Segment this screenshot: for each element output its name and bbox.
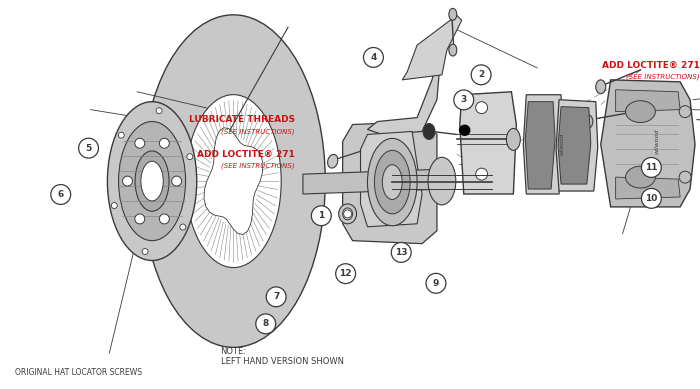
Ellipse shape bbox=[449, 9, 457, 20]
Circle shape bbox=[256, 314, 276, 334]
Polygon shape bbox=[524, 95, 563, 194]
Ellipse shape bbox=[626, 101, 655, 123]
Ellipse shape bbox=[135, 151, 169, 211]
Ellipse shape bbox=[382, 165, 402, 200]
Polygon shape bbox=[368, 40, 442, 135]
Text: 13: 13 bbox=[395, 248, 407, 257]
Text: ADD LOCTITE® 271: ADD LOCTITE® 271 bbox=[197, 150, 295, 159]
Ellipse shape bbox=[118, 121, 186, 241]
Polygon shape bbox=[558, 107, 591, 184]
Ellipse shape bbox=[626, 166, 655, 188]
Circle shape bbox=[679, 106, 691, 117]
Ellipse shape bbox=[423, 124, 435, 139]
Text: 1: 1 bbox=[318, 211, 324, 220]
Polygon shape bbox=[303, 169, 447, 194]
Text: 10: 10 bbox=[645, 194, 657, 203]
Ellipse shape bbox=[374, 150, 410, 214]
Polygon shape bbox=[615, 177, 680, 199]
Text: 7: 7 bbox=[273, 292, 279, 301]
Circle shape bbox=[344, 210, 351, 218]
Polygon shape bbox=[460, 92, 517, 194]
Ellipse shape bbox=[186, 95, 281, 268]
Text: (SEE INSTRUCTIONS): (SEE INSTRUCTIONS) bbox=[221, 163, 295, 170]
Circle shape bbox=[122, 176, 132, 186]
Text: ●: ● bbox=[457, 122, 470, 137]
Ellipse shape bbox=[368, 138, 417, 226]
Circle shape bbox=[426, 273, 446, 293]
Text: NOTE:
LEFT HAND VERSION SHOWN: NOTE: LEFT HAND VERSION SHOWN bbox=[220, 347, 344, 366]
Polygon shape bbox=[204, 128, 263, 235]
Text: 12: 12 bbox=[340, 269, 352, 278]
Text: ADD LOCTITE® 271: ADD LOCTITE® 271 bbox=[602, 60, 700, 70]
Polygon shape bbox=[601, 80, 695, 207]
Circle shape bbox=[363, 47, 384, 67]
Ellipse shape bbox=[449, 44, 457, 56]
Circle shape bbox=[641, 158, 662, 177]
Text: wilwood: wilwood bbox=[654, 129, 660, 154]
Circle shape bbox=[391, 242, 411, 262]
Ellipse shape bbox=[596, 80, 605, 94]
Circle shape bbox=[454, 90, 474, 110]
Circle shape bbox=[187, 154, 192, 159]
Text: 3: 3 bbox=[461, 95, 467, 104]
Circle shape bbox=[476, 168, 488, 180]
Circle shape bbox=[266, 287, 286, 307]
Ellipse shape bbox=[506, 128, 520, 150]
Ellipse shape bbox=[328, 154, 338, 168]
Text: 6: 6 bbox=[57, 190, 64, 199]
Polygon shape bbox=[360, 131, 422, 227]
Circle shape bbox=[180, 224, 186, 230]
Polygon shape bbox=[556, 100, 598, 191]
Circle shape bbox=[156, 108, 162, 114]
Text: wilwood: wilwood bbox=[559, 133, 564, 156]
Circle shape bbox=[476, 102, 488, 114]
Text: ORIGINAL HAT LOCATOR SCREWS: ORIGINAL HAT LOCATOR SCREWS bbox=[15, 368, 141, 377]
Polygon shape bbox=[402, 15, 462, 80]
Ellipse shape bbox=[141, 15, 326, 347]
Circle shape bbox=[135, 214, 145, 224]
Polygon shape bbox=[343, 121, 437, 244]
Text: LUBRICATE THREADS: LUBRICATE THREADS bbox=[189, 115, 295, 124]
Ellipse shape bbox=[107, 102, 197, 261]
Ellipse shape bbox=[428, 157, 456, 205]
Circle shape bbox=[135, 138, 145, 148]
Circle shape bbox=[142, 249, 148, 254]
Circle shape bbox=[312, 206, 331, 226]
Text: 4: 4 bbox=[370, 53, 377, 62]
Circle shape bbox=[160, 138, 169, 148]
Text: 2: 2 bbox=[478, 70, 484, 79]
Circle shape bbox=[641, 188, 662, 208]
Circle shape bbox=[471, 65, 491, 85]
Ellipse shape bbox=[339, 204, 356, 224]
Text: 8: 8 bbox=[262, 319, 269, 328]
Ellipse shape bbox=[583, 115, 593, 128]
Text: 11: 11 bbox=[645, 163, 657, 172]
Circle shape bbox=[78, 138, 99, 158]
Text: (SEE INSTRUCTIONS): (SEE INSTRUCTIONS) bbox=[626, 74, 700, 80]
Circle shape bbox=[336, 264, 356, 284]
Polygon shape bbox=[525, 102, 555, 189]
Circle shape bbox=[118, 132, 124, 138]
Text: 9: 9 bbox=[433, 279, 439, 288]
Circle shape bbox=[51, 184, 71, 205]
Circle shape bbox=[172, 176, 181, 186]
Text: 5: 5 bbox=[85, 144, 92, 152]
Circle shape bbox=[160, 214, 169, 224]
Polygon shape bbox=[615, 90, 680, 112]
Circle shape bbox=[679, 171, 691, 183]
Text: (SEE INSTRUCTIONS): (SEE INSTRUCTIONS) bbox=[221, 128, 295, 135]
Circle shape bbox=[111, 203, 118, 209]
Ellipse shape bbox=[141, 161, 163, 201]
Ellipse shape bbox=[343, 208, 353, 220]
